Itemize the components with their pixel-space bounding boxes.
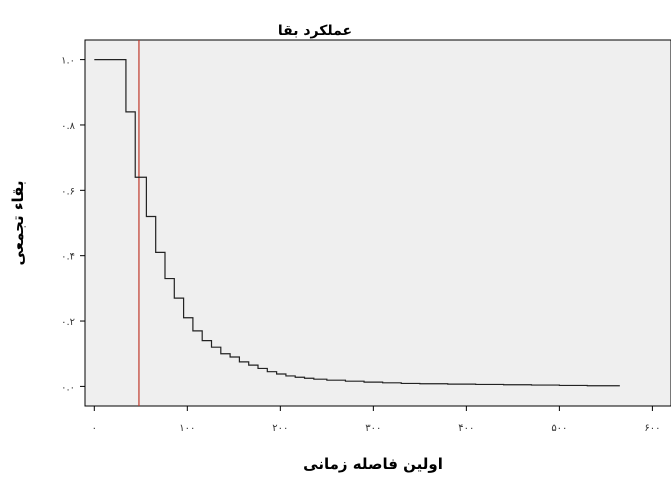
- x-axis-label: اولین فاصله زمانی: [303, 455, 443, 473]
- x-tick-label-0: ۰: [92, 423, 97, 434]
- y-tick-label-0: ۰.۰: [61, 382, 75, 393]
- x-tick-label-600: ۶۰۰: [644, 423, 660, 434]
- y-tick-label-4: ۰.۸: [61, 121, 76, 132]
- y-tick-label-1: ۰.۲: [61, 317, 75, 328]
- ticks-layer: ۰ ۱۰۰ ۲۰۰ ۳۰۰ ۴۰۰ ۵۰۰ ۶۰۰ ۰.۰ ۰.۲ ۰.۴ ۰.۶ ۰.۸ ۱.۰: [61, 56, 660, 434]
- chart-title: عملکرد بقا: [278, 23, 352, 39]
- y-tick-label-2: ۰.۴: [61, 252, 75, 263]
- x-tick-label-100: ۱۰۰: [179, 423, 195, 434]
- y-tick-label-3: ۰.۶: [61, 186, 75, 197]
- x-tick-label-500: ۵۰۰: [551, 423, 567, 434]
- x-tick-label-200: ۲۰۰: [272, 423, 288, 434]
- y-axis-label: بقاء تجمعی: [9, 180, 27, 265]
- series-layer: [94, 40, 620, 406]
- y-tick-label-5: ۱.۰: [61, 56, 75, 67]
- plot-background: [84, 39, 671, 407]
- survival-step-line-0: [94, 59, 620, 387]
- x-tick-label-400: ۴۰۰: [458, 423, 474, 434]
- x-tick-label-300: ۳۰۰: [365, 423, 381, 434]
